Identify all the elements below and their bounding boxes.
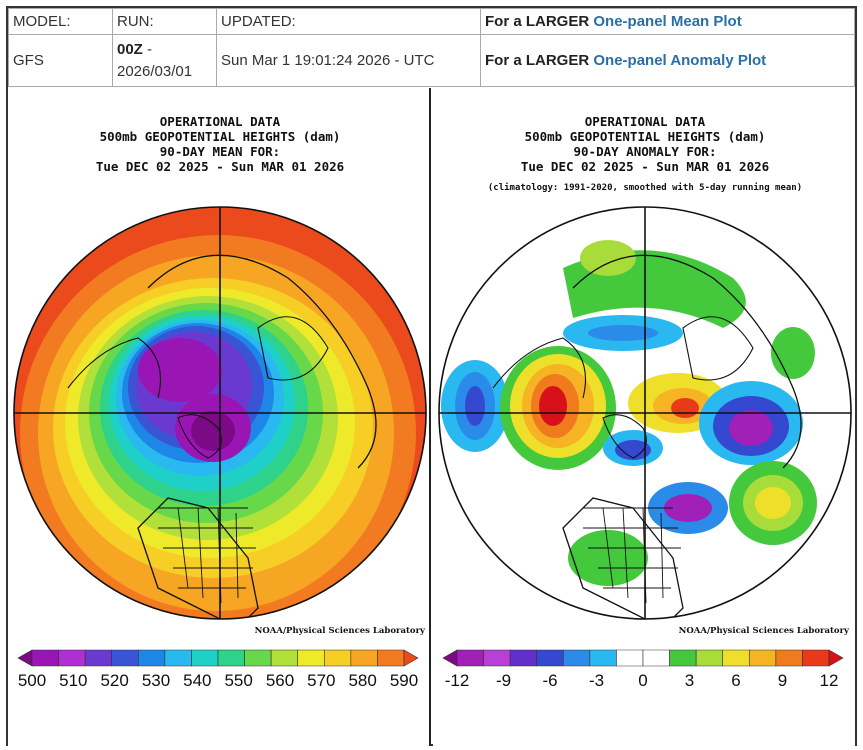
header-row: MODEL: RUN: UPDATED: For a LARGER One-pa… [8,8,855,35]
larger-prefix: For a LARGER [485,13,590,30]
anomaly-colorbar-swatch [775,649,803,667]
values-row: GFS 00Z - 2026/03/01 Sun Mar 1 19:01:24 … [8,34,855,87]
anomaly-colorbar-swatch [589,649,617,667]
mean-colorbar-swatch [217,649,245,667]
mean-colorbar-tick-label: 500 [18,671,46,690]
updated-header: UPDATED: [216,8,481,35]
anomaly-colorbar-swatch [669,649,697,667]
mean-colorbar [17,649,419,667]
run-date: 2026/03/01 [117,62,193,80]
anomaly-colorbar-swatch [536,649,564,667]
larger-mean-cell: For a LARGER One-panel Mean Plot [480,8,855,35]
model-header: MODEL: [8,8,113,35]
anomaly-colorbar-tick-label: -3 [589,671,604,690]
anomaly-colorbar-tick-label: 6 [731,671,740,690]
anomaly-plot-panel[interactable]: OPERATIONAL DATA 500mb GEOPOTENTIAL HEIG… [433,88,855,746]
one-panel-mean-link[interactable]: One-panel Mean Plot [593,13,742,30]
mean-colorbar-swatch [58,649,86,667]
anomaly-colorbar-swatch [483,649,511,667]
mean-colorbar-tick-label: 510 [59,671,87,690]
mean-colorbar-swatch [377,649,405,667]
anomaly-colorbar-tick-label: 9 [778,671,787,690]
anomaly-height-field [439,207,851,619]
mean-colorbar-tick-label: 530 [142,671,170,690]
run-header: RUN: [112,8,217,35]
one-panel-anomaly-link[interactable]: One-panel Anomaly Plot [593,52,767,69]
anomaly-colorbar-ticks: -12 -9 -6 -3 0 3 6 9 12 [445,671,839,690]
model-value: GFS [8,34,113,87]
run-info-table: MODEL: RUN: UPDATED: For a LARGER One-pa… [8,8,855,87]
anomaly-colorbar-swatch [695,649,724,667]
anomaly-colorbar-swatch [802,649,830,667]
anomaly-title-line-3: 90-DAY ANOMALY FOR: [574,144,717,159]
run-value: 00Z - 2026/03/01 [112,34,217,87]
mean-colorbar-ticks: 500 510 520 530 540 550 560 570 580 590 [18,671,418,690]
anomaly-title-line-1: OPERATIONAL DATA [585,114,706,129]
anomaly-colorbar-tick-label: -9 [496,671,511,690]
anomaly-colorbar-tick-label: -12 [445,671,470,690]
run-dash: - [142,40,153,58]
mean-colorbar-swatch [191,649,219,667]
mean-colorbar-swatch [323,649,352,667]
anomaly-colorbar-swatch [722,649,750,667]
updated-value: Sun Mar 1 19:01:24 2026 - UTC [216,34,481,87]
mean-colorbar-tick-label: 590 [390,671,418,690]
anomaly-title-line-2: 500mb GEOPOTENTIAL HEIGHTS (dam) [525,129,766,144]
mean-colorbar-swatch [164,649,192,667]
mean-colorbar-tick-label: 550 [224,671,252,690]
mean-colorbar-swatch [403,649,419,667]
anomaly-colorbar-tick-label: 0 [638,671,647,690]
mean-colorbar-swatch [244,649,272,667]
mean-title-line-3: 90-DAY MEAN FOR: [160,144,280,159]
mean-colorbar-tick-label: 560 [266,671,294,690]
mean-plot-panel[interactable]: OPERATIONAL DATA 500mb GEOPOTENTIAL HEIG… [8,88,431,746]
mean-colorbar-swatch [31,649,59,667]
anomaly-credit: NOAA/Physical Sciences Laboratory [679,626,850,636]
anomaly-colorbar [442,649,844,667]
anomaly-colorbar-swatch [562,649,591,667]
mean-colorbar-tick-label: 520 [100,671,128,690]
anomaly-colorbar-swatch [642,649,670,667]
anomaly-colorbar-swatch [456,649,484,667]
anomaly-colorbar-swatch [828,649,844,667]
anomaly-colorbar-tick-label: -6 [542,671,557,690]
mean-title-line-2: 500mb GEOPOTENTIAL HEIGHTS (dam) [100,129,341,144]
anomaly-colorbar-tick-label: 12 [820,671,839,690]
mean-credit: NOAA/Physical Sciences Laboratory [255,626,426,636]
mean-title-line-4: Tue DEC 02 2025 - Sun MAR 01 2026 [96,159,344,174]
mean-colorbar-swatch [270,649,299,667]
anomaly-colorbar-tick-label: 3 [685,671,694,690]
page-frame: MODEL: RUN: UPDATED: For a LARGER One-pa… [6,6,857,746]
anomaly-climatology-note: (climatology: 1991-2020, smoothed with 5… [488,182,802,193]
mean-colorbar-swatch [17,649,33,667]
anomaly-colorbar-swatch [616,649,644,667]
mean-colorbar-swatch [297,649,325,667]
larger-prefix-2: For a LARGER [485,52,590,69]
mean-colorbar-swatch [137,649,166,667]
anomaly-colorbar-swatch [509,649,538,667]
mean-colorbar-swatch [111,649,139,667]
anomaly-colorbar-swatch [442,649,458,667]
mean-colorbar-tick-label: 580 [348,671,376,690]
run-cycle: 00Z [117,40,143,58]
anomaly-title-line-4: Tue DEC 02 2025 - Sun MAR 01 2026 [521,159,769,174]
mean-colorbar-tick-label: 540 [183,671,211,690]
mean-colorbar-tick-label: 570 [307,671,335,690]
mean-title-line-1: OPERATIONAL DATA [160,114,281,129]
anomaly-colorbar-swatch [748,649,777,667]
mean-colorbar-swatch [84,649,113,667]
mean-colorbar-swatch [350,649,378,667]
larger-anomaly-cell: For a LARGER One-panel Anomaly Plot [480,34,855,87]
